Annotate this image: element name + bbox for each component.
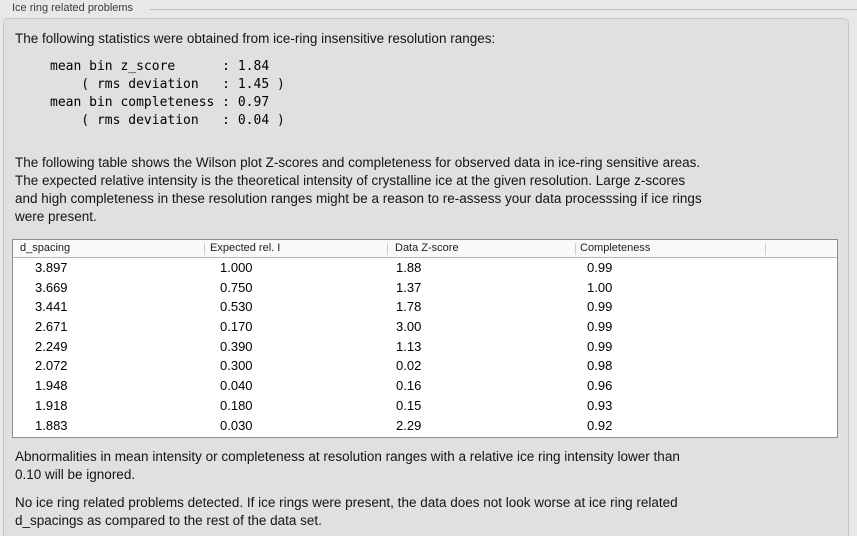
ice-ring-table: d_spacing Expected rel. I Data Z-score Comp… [12, 239, 838, 438]
column-separator [575, 243, 576, 255]
table-cell: 1.88 [396, 260, 422, 275]
table-cell: 3.669 [35, 279, 68, 295]
group-box-divider [150, 9, 857, 10]
table-cell: 2.072 [35, 358, 68, 374]
ignore-threshold-note: Abnormalities in mean intensity or compl… [15, 449, 680, 482]
table-cell: 0.530 [220, 299, 253, 315]
table-header: d_spacing Expected rel. I Data Z-score Comp… [13, 240, 837, 258]
table-description-paragraph: The following table shows the Wilson plo… [15, 155, 702, 224]
ice-ring-panel: The following statistics were obtained f… [3, 18, 849, 536]
table-row[interactable]: 1.918 0.180 0.15 0.93 [13, 396, 837, 416]
table-cell: 1.00 [587, 279, 613, 295]
table-cell: 1.78 [396, 299, 422, 315]
table-row[interactable]: 2.671 0.170 3.00 0.99 [13, 317, 837, 337]
table-cell: 0.040 [220, 378, 253, 394]
table-cell: 0.99 [587, 338, 613, 354]
table-cell: 0.93 [587, 397, 613, 413]
table-cell: 0.16 [396, 378, 422, 394]
table-cell: 2.249 [35, 338, 68, 354]
table-cell: 0.99 [587, 299, 613, 315]
table-cell: 0.92 [587, 417, 613, 433]
table-cell: 1.918 [35, 397, 68, 413]
table-cell: 3.441 [35, 299, 68, 315]
table-cell: 0.390 [220, 338, 253, 354]
table-cell: 0.99 [587, 319, 613, 335]
group-box-title: Ice ring related problems [12, 2, 134, 14]
intro-paragraph: The following statistics were obtained f… [15, 31, 496, 46]
column-header[interactable]: Data Z-score [395, 242, 459, 254]
column-header[interactable]: Completeness [580, 242, 651, 254]
table-cell: 2.29 [396, 417, 422, 433]
table-row[interactable]: 3.669 0.750 1.37 1.00 [13, 278, 837, 298]
table-cell: 1.000 [220, 260, 253, 275]
table-cell: 1.948 [35, 378, 68, 394]
table-cell: 3.00 [396, 319, 422, 335]
column-separator [387, 243, 388, 255]
table-cell: 0.98 [587, 358, 613, 374]
table-row[interactable]: 2.072 0.300 0.02 0.98 [13, 356, 837, 376]
table-row[interactable]: 3.897 1.000 1.88 0.99 [13, 258, 837, 278]
table-cell: 0.170 [220, 319, 253, 335]
table-row[interactable]: 1.948 0.040 0.16 0.96 [13, 376, 837, 396]
table-cell: 3.897 [35, 260, 68, 275]
table-cell: 0.96 [587, 378, 613, 394]
table-cell: 0.180 [220, 397, 253, 413]
table-cell: 0.030 [220, 417, 253, 433]
table-cell: 1.37 [396, 279, 422, 295]
column-header[interactable]: Expected rel. I [210, 242, 281, 254]
column-separator [204, 243, 205, 255]
stats-code-block: mean bin z_score : 1.84 ( rms deviation … [50, 59, 285, 128]
column-header[interactable]: d_spacing [20, 242, 71, 254]
table-cell: 0.99 [587, 260, 613, 275]
table-cell: 0.15 [396, 397, 422, 413]
table-row[interactable]: 3.441 0.530 1.78 0.99 [13, 297, 837, 317]
column-separator [765, 243, 766, 255]
table-cell: 0.300 [220, 358, 253, 374]
conclusion-paragraph: No ice ring related problems detected. I… [15, 495, 678, 528]
table-cell: 0.750 [220, 279, 253, 295]
table-cell: 1.13 [396, 338, 422, 354]
table-body: 3.897 1.000 1.88 0.99 3.669 0.750 1.37 1.00 3.44… [13, 258, 837, 435]
table-cell: 0.02 [396, 358, 422, 374]
table-cell: 2.671 [35, 319, 68, 335]
table-row[interactable]: 2.249 0.390 1.13 0.99 [13, 337, 837, 357]
table-cell: 1.883 [35, 417, 68, 433]
table-row[interactable]: 1.883 0.030 2.29 0.92 [13, 416, 837, 436]
